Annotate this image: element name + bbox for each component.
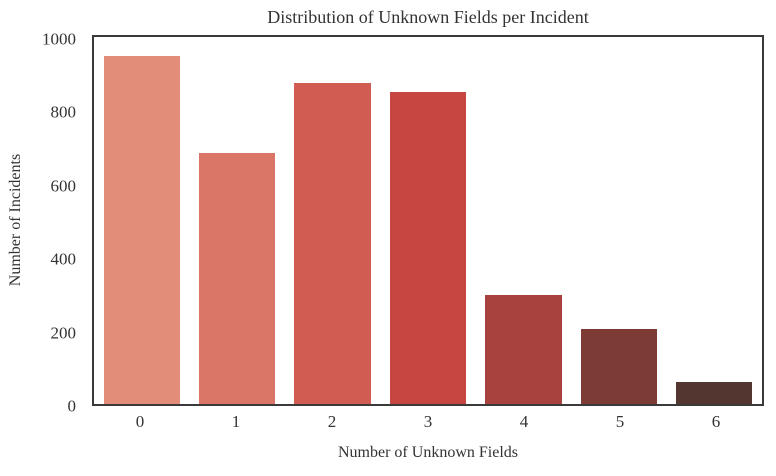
y-tick-label-800: 800 [50,102,77,122]
x-tick-label-1: 1 [231,412,241,431]
plot-area [92,35,764,406]
y-tick-label-200: 200 [50,323,77,343]
y-tick-label-0: 0 [67,396,77,416]
x-tick-label-4: 4 [519,412,529,431]
bar-0 [103,56,180,404]
bar-6 [676,382,753,404]
bar-5 [580,328,657,404]
x-tick-label-2: 2 [327,412,337,431]
x-tick-label-3: 3 [423,412,433,431]
x-tick-label-6: 6 [711,412,721,431]
bar-4 [485,295,562,404]
y-tick-label-600: 600 [50,176,77,196]
x-tick-label-0: 0 [135,412,145,431]
x-tick-label-5: 5 [615,412,625,431]
y-tick-label-1000: 1000 [42,29,76,49]
chart-title: Distribution of Unknown Fields per Incid… [267,7,589,27]
y-axis: 0 200 400 600 800 1000 [0,30,84,414]
x-axis-label: Number of Unknown Fields [338,444,518,461]
x-axis: 0 1 2 3 4 5 6 [92,412,764,436]
y-tick-label-400: 400 [50,249,77,269]
bar-3 [389,91,467,404]
bar-1 [198,152,276,404]
bar-2 [294,83,371,404]
